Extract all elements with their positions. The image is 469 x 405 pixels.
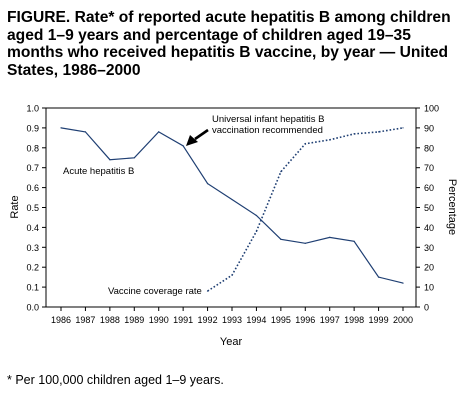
- y-tick-label: 0.1: [26, 283, 39, 293]
- x-axis-label: Year: [220, 336, 243, 348]
- y-tick-label: 0.4: [26, 223, 39, 233]
- x-tick-label: 1990: [149, 315, 169, 325]
- data-point-0: [182, 145, 184, 147]
- x-tick-label: 1991: [173, 315, 193, 325]
- data-point-0: [231, 198, 233, 201]
- figure-title: FIGURE. Rate* of reported acute hepatiti…: [7, 9, 451, 79]
- y2-tick-label: 50: [424, 203, 434, 213]
- x-tick-label: 1997: [320, 315, 340, 325]
- x-tick-label: 1989: [124, 315, 144, 325]
- data-point-0: [329, 236, 331, 238]
- plot-frame: [45, 107, 417, 308]
- data-point-0: [304, 242, 306, 244]
- y2-tick-label: 90: [424, 123, 434, 133]
- annotation-line-2: vaccination recommended: [212, 125, 323, 136]
- data-point-0: [158, 131, 160, 133]
- data-point-0: [206, 183, 209, 185]
- labels: Year Rate Percentage Acute hepatitis B V…: [9, 114, 458, 348]
- data-point-1: [231, 274, 233, 276]
- x-tick-label: 1987: [75, 315, 95, 325]
- y-tick-label: 0.6: [26, 183, 39, 193]
- y-tick-label: 0.5: [26, 203, 39, 213]
- y-tick-label: 0.0: [26, 303, 39, 313]
- y2-tick-label: 40: [424, 223, 434, 233]
- y2-tick-label: 30: [424, 243, 434, 253]
- data-point-0: [353, 240, 355, 242]
- data-point-1: [329, 139, 331, 141]
- y2-tick-label: 20: [424, 263, 434, 273]
- y2-tick-label: 70: [424, 163, 434, 173]
- y2-tick-label: 100: [424, 104, 439, 114]
- data-point-0: [133, 157, 135, 159]
- footnote: * Per 100,000 children aged 1–9 years.: [7, 373, 224, 387]
- y-tick-label: 0.2: [26, 263, 39, 273]
- y-tick-label: 0.8: [26, 143, 39, 153]
- axes: [45, 107, 417, 308]
- data-point-0: [60, 127, 62, 129]
- annotation-arrow-icon: [186, 128, 209, 146]
- data-point-0: [255, 214, 258, 217]
- y2-tick-label: 10: [424, 283, 434, 293]
- y2-tick-label: 0: [424, 303, 429, 313]
- data-point-0: [84, 131, 87, 133]
- series-label-vaccine: Vaccine coverage rate: [108, 286, 202, 297]
- x-tick-label: 1988: [100, 315, 120, 325]
- x-tick-label: 1992: [198, 315, 218, 325]
- x-tick-label: 1995: [271, 315, 291, 325]
- y-tick-label: 0.3: [26, 243, 39, 253]
- data-point-0: [402, 282, 404, 284]
- data-point-0: [377, 276, 380, 278]
- x-tick-label: 1998: [344, 315, 364, 325]
- data-point-1: [377, 131, 380, 133]
- data-point-1: [206, 290, 209, 292]
- x-tick-label: 1994: [246, 315, 266, 325]
- y-tick-label: 1.0: [26, 104, 39, 114]
- series-group: [60, 127, 404, 292]
- data-point-1: [353, 133, 355, 135]
- x-tick-label: 2000: [393, 315, 413, 325]
- data-point-0: [280, 238, 282, 240]
- x-tick-label: 1993: [222, 315, 242, 325]
- data-point-0: [109, 159, 111, 161]
- data-point-1: [255, 230, 258, 232]
- x-tick-label: 1986: [51, 315, 71, 325]
- y2-tick-label: 60: [424, 183, 434, 193]
- ticks: 0.0 0.1 0.2 0.3 0.4 0.5 0.6 0.7 0.8 0.9 1.0 0 10 20 30…: [26, 104, 439, 326]
- series-line-1: [207, 127, 404, 292]
- data-point-1: [402, 127, 404, 129]
- data-point-1: [280, 171, 282, 173]
- y-tick-label: 0.7: [26, 163, 39, 173]
- x-tick-label: 1996: [295, 315, 315, 325]
- y-tick-label: 0.9: [26, 123, 39, 133]
- y-axis-label: Rate: [9, 195, 21, 218]
- y2-tick-label: 80: [424, 143, 434, 153]
- series-line-0: [60, 127, 404, 284]
- y2-axis-label: Percentage: [446, 179, 458, 235]
- x-tick-label: 1999: [369, 315, 389, 325]
- annotation-line-1: Universal infant hepatitis B: [212, 114, 324, 125]
- series-label-hepatitis: Acute hepatitis B: [63, 166, 134, 177]
- data-point-1: [304, 143, 306, 145]
